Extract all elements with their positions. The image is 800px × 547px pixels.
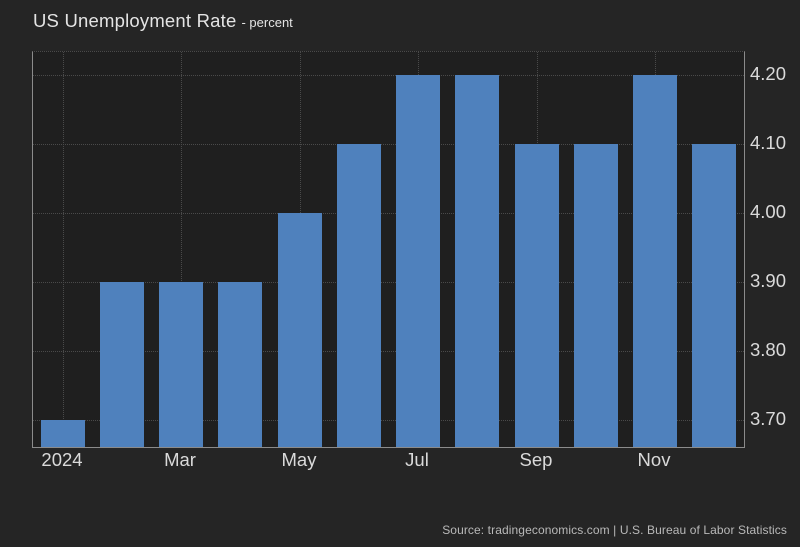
x-gridline (181, 52, 182, 447)
source-attribution: Source: tradingeconomics.com | U.S. Bure… (442, 523, 787, 537)
bar-jan-2024[interactable] (41, 420, 85, 447)
x-tick-label: Mar (164, 449, 196, 470)
chart-title: US Unemployment Rate (33, 10, 237, 31)
y-gridline (33, 213, 744, 214)
x-tick-label: Nov (637, 449, 671, 470)
y-tick-label: 3.90 (750, 270, 787, 291)
bar-apr-2024[interactable] (218, 282, 262, 447)
x-tick-label: May (281, 449, 317, 470)
x-tick-label: Jul (405, 449, 429, 470)
bar-feb-2024[interactable] (100, 282, 144, 447)
y-gridline (33, 144, 744, 145)
bar-dec-2024[interactable] (692, 144, 736, 447)
y-gridline (33, 75, 744, 76)
bar-sep-2024[interactable] (515, 144, 559, 447)
y-tick-label: 4.00 (750, 201, 787, 222)
bar-may-2024[interactable] (278, 213, 322, 447)
chart-header: US Unemployment Rate - percent (33, 10, 293, 32)
chart-subtitle: - percent (241, 15, 293, 30)
bar-oct-2024[interactable] (574, 144, 618, 447)
y-tick-label: 3.70 (750, 408, 787, 429)
bar-nov-2024[interactable] (633, 75, 677, 447)
y-gridline (33, 282, 744, 283)
x-tick-label: Sep (519, 449, 553, 470)
y-tick-label: 4.20 (750, 63, 787, 84)
y-gridline (33, 420, 744, 421)
bar-jun-2024[interactable] (337, 144, 381, 447)
bar-mar-2024[interactable] (159, 282, 203, 447)
bar-jul-2024[interactable] (396, 75, 440, 447)
y-tick-label: 3.80 (750, 339, 787, 360)
bar-aug-2024[interactable] (455, 75, 499, 447)
x-tick-label: 2024 (41, 449, 83, 470)
y-gridline (33, 351, 744, 352)
x-gridline (63, 52, 64, 447)
plot-area (32, 51, 745, 448)
y-tick-label: 4.10 (750, 132, 787, 153)
